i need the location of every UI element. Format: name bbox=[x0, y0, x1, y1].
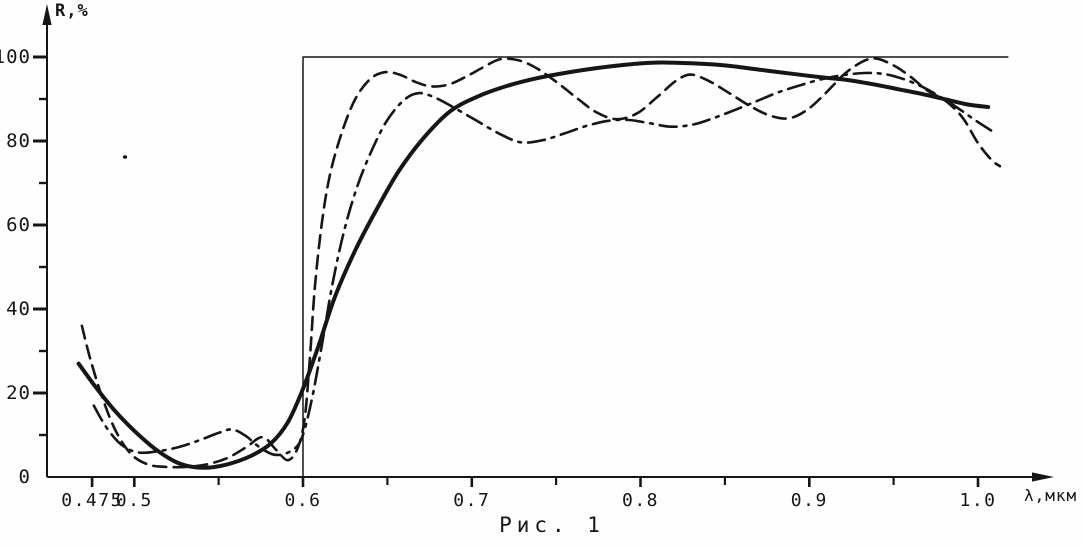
x-axis-arrow-icon bbox=[1032, 472, 1054, 482]
series-dashed bbox=[80, 57, 1002, 469]
figure-caption: Рис. 1 bbox=[499, 513, 605, 537]
x-axis-title: λ,мкм bbox=[1024, 486, 1078, 505]
y-tick-label: 60 bbox=[6, 214, 31, 236]
x-tick-label: 0.7 bbox=[453, 490, 490, 511]
y-axis-ticks: 0 20 40 60 80 100 bbox=[0, 46, 48, 488]
x-tick-label: 0.5 bbox=[116, 490, 153, 511]
y-axis-arrow-icon bbox=[42, 4, 52, 25]
series-dash-dot bbox=[92, 71, 995, 457]
y-axis-title: R,% bbox=[55, 1, 89, 21]
x-tick-label: 1.0 bbox=[959, 490, 996, 511]
y-tick-label: 40 bbox=[6, 298, 31, 320]
axes bbox=[42, 4, 1054, 482]
y-tick-label: 0 bbox=[19, 466, 31, 488]
x-tick-label: 0.6 bbox=[284, 490, 321, 511]
x-tick-label: 0.8 bbox=[622, 490, 659, 511]
y-tick-label: 20 bbox=[6, 382, 31, 404]
y-tick-label: 80 bbox=[6, 130, 31, 152]
x-tick-label: 0.475 bbox=[61, 490, 123, 511]
scan-speck bbox=[122, 155, 128, 159]
y-tick-label: 100 bbox=[0, 46, 31, 68]
series-ideal-step bbox=[302, 56, 1009, 477]
x-tick-label: 0.9 bbox=[791, 490, 828, 511]
series-solid-thick bbox=[76, 60, 991, 470]
